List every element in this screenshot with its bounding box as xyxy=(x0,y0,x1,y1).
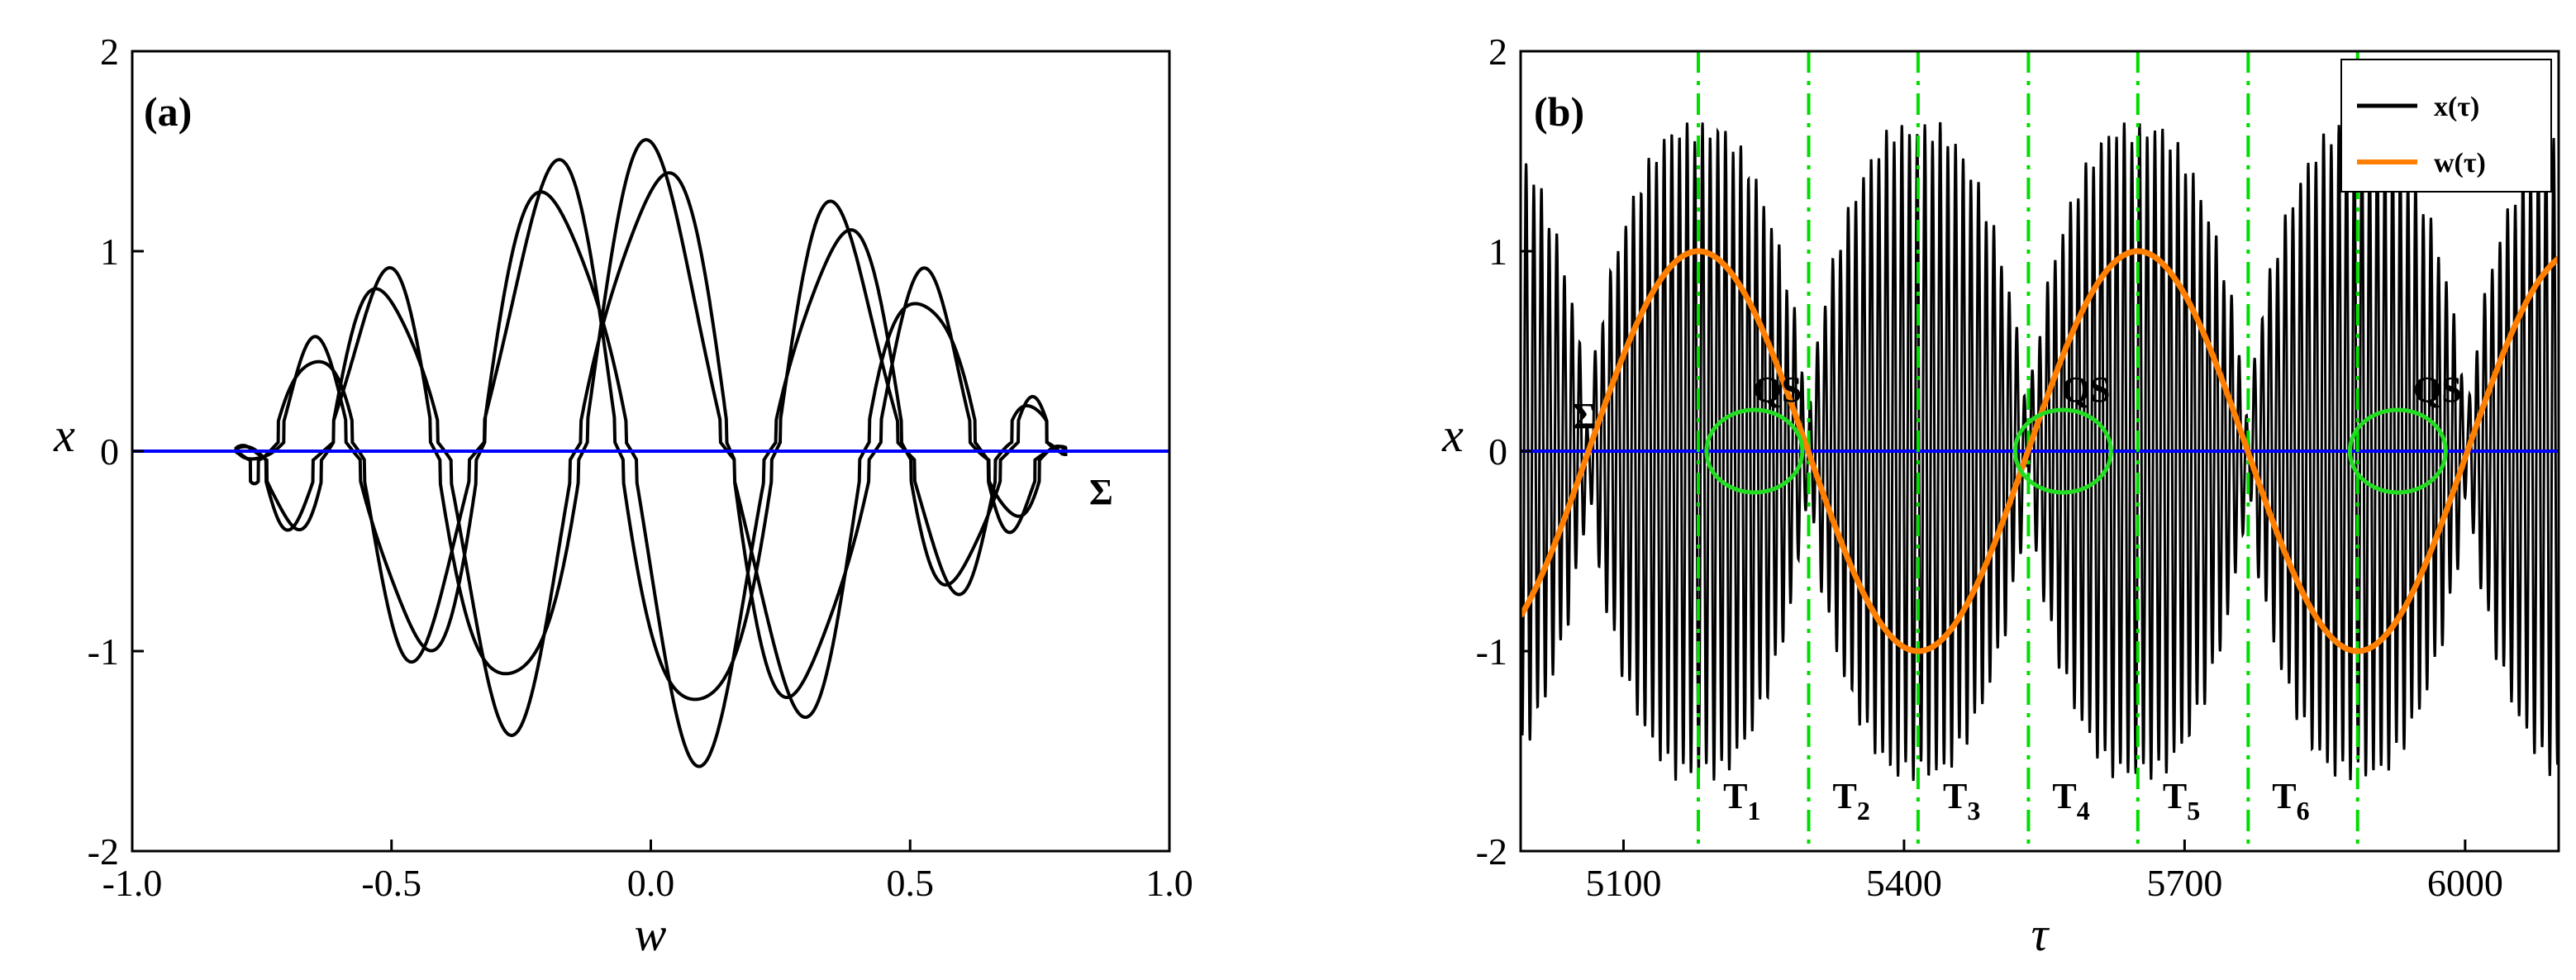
panel-b-interval-label: T5 xyxy=(2163,776,2200,825)
panel-b-interval-label: T3 xyxy=(1943,776,1980,825)
panel-b-interval-label: T4 xyxy=(2052,776,2089,825)
legend-box xyxy=(2340,59,2552,193)
panel-b-qs-ellipse xyxy=(2012,407,2113,495)
panel-b-interval-sub: 3 xyxy=(1967,796,1980,825)
panel-a-ytick-label: 1 xyxy=(100,231,119,273)
panel-a-ylabel: x xyxy=(53,408,75,462)
panel-b-series-x xyxy=(1521,121,2559,782)
panel-a-sigma-label: Σ xyxy=(1089,472,1113,512)
panel-b-xtick-label: 6000 xyxy=(2427,862,2503,904)
panel-b-w-path xyxy=(1521,248,2559,654)
panel-b-sigma-label: Σ xyxy=(1573,396,1597,436)
panel-b-ticks: 5100 5400 5700 6000 -2 -1 0 1 2 xyxy=(1476,31,2503,904)
panel-b-xlabel: τ xyxy=(2031,907,2050,961)
panel-b-x-path xyxy=(1521,121,2559,782)
panel-b-legend: x(τ) w(τ) xyxy=(2340,59,2552,193)
panel-a-xtick-label: -1.0 xyxy=(102,862,163,904)
legend-label-w: w(τ) xyxy=(2434,148,2486,178)
panel-b-interval-label: T6 xyxy=(2272,776,2309,825)
panel-b-qs-ellipse xyxy=(1704,407,1805,495)
panel-a: -1.0 -0.5 0.0 0.5 1.0 -2 -1 0 1 2 (a) Σ w x xyxy=(53,31,1193,961)
panel-a-ytick-label: -1 xyxy=(88,630,119,673)
panel-b-ytick-label: -1 xyxy=(1476,630,1507,673)
panel-b-ytick-label: 2 xyxy=(1488,31,1507,73)
panel-b-interval-sub: 6 xyxy=(2297,796,2310,825)
panel-b-intervals: T1 T2 T3 T4 T5 T6 xyxy=(1723,776,2310,825)
panel-a-xtick-label: 0.5 xyxy=(887,862,935,904)
panel-b-qs-label: QS xyxy=(2062,369,2111,410)
legend-label-x: x(τ) xyxy=(2434,92,2479,122)
panel-b-xtick-label: 5100 xyxy=(1585,862,1661,904)
panel-b-ylabel: x xyxy=(1441,408,1464,462)
panel-a-trajectory xyxy=(234,138,1068,768)
panel-a-ytick-label: 2 xyxy=(100,31,119,73)
panel-b-xtick-label: 5400 xyxy=(1866,862,1942,904)
panel-a-xtick-label: 1.0 xyxy=(1145,862,1193,904)
panel-b-interval-sub: 5 xyxy=(2187,796,2200,825)
panel-a-ytick-label: 0 xyxy=(100,431,119,473)
panel-b: QS QS QS T1 T2 T3 T4 T5 T6 5100 5400 5700 6000 -2 -1… xyxy=(1441,31,2560,961)
panel-a-xtick-label: 0.0 xyxy=(627,862,675,904)
panel-b-interval-sub: 2 xyxy=(1857,796,1870,825)
panel-b-interval-label: T1 xyxy=(1723,776,1760,825)
panel-a-xlabel: w xyxy=(635,907,667,961)
panel-a-ytick-label: -2 xyxy=(88,830,119,873)
panel-a-ticks: -1.0 -0.5 0.0 0.5 1.0 -2 -1 0 1 2 xyxy=(88,31,1193,904)
panel-b-ytick-label: -2 xyxy=(1476,830,1507,873)
panel-b-qs-markers: QS QS QS xyxy=(1704,369,2462,495)
panel-b-interval-sub: 4 xyxy=(2077,796,2090,825)
panel-a-xtick-label: -0.5 xyxy=(361,862,421,904)
panel-b-series-w xyxy=(1521,248,2559,654)
panel-b-label: (b) xyxy=(1534,88,1584,135)
panel-b-ytick-label: 1 xyxy=(1488,231,1507,273)
panel-a-trajectory-path xyxy=(234,138,1068,768)
panel-b-qs-label: QS xyxy=(2413,369,2462,410)
panel-b-interval-sub: 1 xyxy=(1747,796,1760,825)
panel-b-ytick-label: 0 xyxy=(1488,431,1507,473)
panel-b-interval-label: T2 xyxy=(1832,776,1869,825)
panel-a-label: (a) xyxy=(144,88,192,135)
panel-b-qs-ellipse xyxy=(2347,407,2448,495)
panel-b-qs-label: QS xyxy=(1754,369,1802,410)
panel-b-xtick-label: 5700 xyxy=(2146,862,2222,904)
